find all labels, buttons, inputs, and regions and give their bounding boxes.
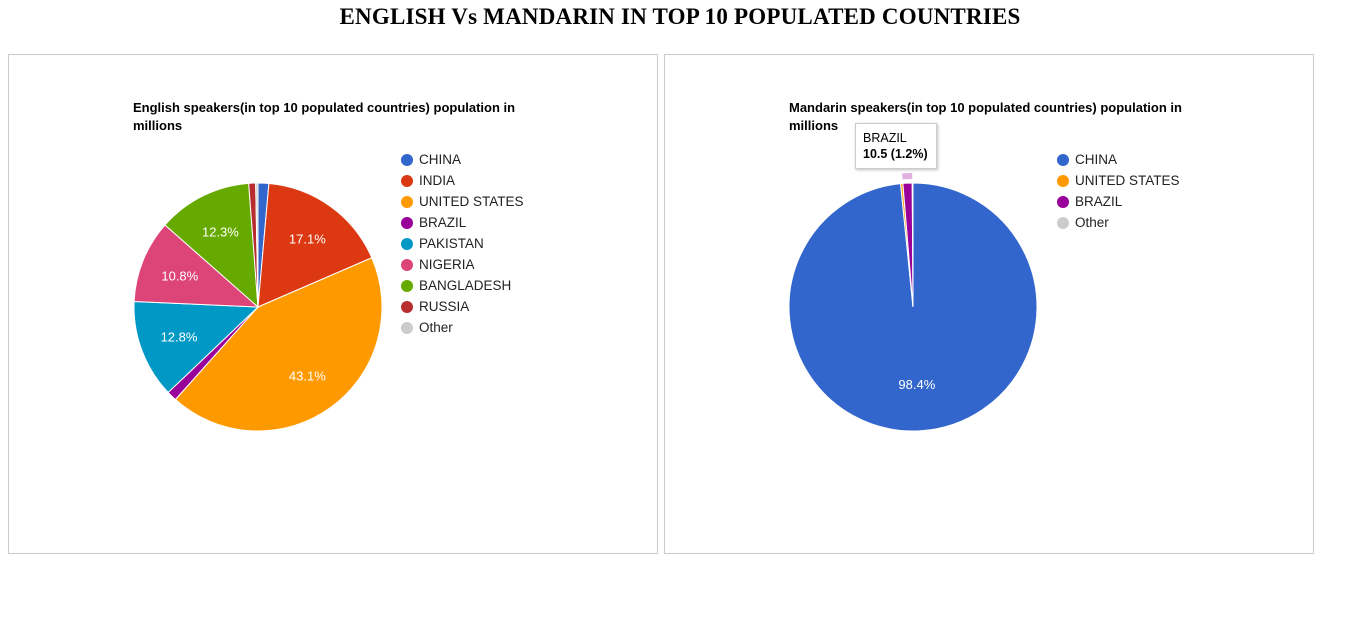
- page-title: ENGLISH Vs MANDARIN IN TOP 10 POPULATED …: [339, 4, 1021, 29]
- mandarin-legend-item-brazil[interactable]: BRAZIL: [1057, 191, 1180, 212]
- mandarin-legend: CHINA UNITED STATES BRAZIL Other: [1057, 149, 1180, 233]
- legend-label: NIGERIA: [419, 257, 475, 272]
- english-slice-label-bangladesh: 12.3%: [202, 225, 239, 240]
- english-slice-other[interactable]: [255, 182, 259, 308]
- english-slice-label-india: 17.1%: [289, 232, 326, 247]
- legend-swatch: [401, 237, 413, 250]
- english-legend-item-india[interactable]: INDIA: [401, 170, 524, 191]
- legend-label: PAKISTAN: [419, 236, 484, 251]
- mandarin-chart-title: Mandarin speakers(in top 10 populated co…: [789, 100, 1182, 133]
- english-legend-item-other[interactable]: Other: [401, 317, 524, 338]
- legend-swatch: [1057, 174, 1069, 187]
- english-legend-item-russia[interactable]: RUSSIA: [401, 296, 524, 317]
- mandarin-legend-item-china[interactable]: CHINA: [1057, 149, 1180, 170]
- english-slice-label-united-states: 43.1%: [289, 368, 326, 383]
- legend-swatch: [401, 216, 413, 229]
- english-pie-chart: 17.1% 43.1% 12.8% 10.8% 12.3%: [133, 182, 383, 432]
- english-legend-item-brazil[interactable]: BRAZIL: [401, 212, 524, 233]
- english-legend-item-united-states[interactable]: UNITED STATES: [401, 191, 524, 212]
- legend-swatch: [401, 321, 413, 334]
- legend-label: Other: [1075, 215, 1109, 230]
- chart-tooltip: BRAZIL 10.5 (1.2%): [855, 123, 937, 169]
- mandarin-slice-other[interactable]: [911, 182, 914, 308]
- legend-label: Other: [419, 320, 453, 335]
- mandarin-slice-highlight: [902, 173, 913, 180]
- legend-label: BRAZIL: [1075, 194, 1123, 209]
- english-chart-panel: 17.1% 43.1% 12.8% 10.8% 12.3% English speake…: [8, 54, 658, 554]
- legend-swatch: [1057, 216, 1069, 229]
- english-slice-pakistan[interactable]: [133, 301, 260, 394]
- english-slice-nigeria[interactable]: [133, 224, 260, 308]
- legend-label: CHINA: [1075, 152, 1118, 167]
- tooltip-label: BRAZIL: [863, 131, 907, 145]
- mandarin-legend-item-united-states[interactable]: UNITED STATES: [1057, 170, 1180, 191]
- english-legend-item-nigeria[interactable]: NIGERIA: [401, 254, 524, 275]
- english-slice-bangladesh[interactable]: [164, 182, 259, 309]
- legend-swatch: [401, 174, 413, 187]
- mandarin-legend-item-other[interactable]: Other: [1057, 212, 1180, 233]
- legend-label: UNITED STATES: [419, 194, 524, 209]
- legend-swatch: [1057, 153, 1069, 166]
- legend-swatch: [401, 258, 413, 271]
- legend-label: UNITED STATES: [1075, 173, 1180, 188]
- english-slice-label-pakistan: 12.8%: [161, 330, 198, 345]
- mandarin-slice-label-china: 98.4%: [898, 377, 935, 392]
- english-legend-item-pakistan[interactable]: PAKISTAN: [401, 233, 524, 254]
- legend-swatch: [401, 195, 413, 208]
- legend-swatch: [1057, 195, 1069, 208]
- english-legend-item-bangladesh[interactable]: BANGLADESH: [401, 275, 524, 296]
- legend-label: BANGLADESH: [419, 278, 512, 293]
- mandarin-pie-chart: 98.4%: [788, 173, 1038, 432]
- legend-swatch: [401, 300, 413, 313]
- legend-swatch: [401, 153, 413, 166]
- mandarin-chart-panel: 98.4% Mandarin speakers(in top 10 popula…: [664, 54, 1314, 554]
- english-slice-label-nigeria: 10.8%: [161, 268, 198, 283]
- english-legend-item-china[interactable]: CHINA: [401, 149, 524, 170]
- english-slice-india[interactable]: [257, 182, 373, 308]
- legend-label: BRAZIL: [419, 215, 467, 230]
- tooltip-value: 10.5 (1.2%): [863, 147, 928, 161]
- legend-label: INDIA: [419, 173, 456, 188]
- english-chart-title: English speakers(in top 10 populated cou…: [133, 100, 516, 133]
- english-legend: CHINA INDIA UNITED STATES BRAZIL PAKISTAN NIG…: [401, 149, 524, 338]
- english-slice-united-states[interactable]: [174, 257, 383, 432]
- legend-label: RUSSIA: [419, 299, 470, 314]
- legend-swatch: [401, 279, 413, 292]
- legend-label: CHINA: [419, 152, 462, 167]
